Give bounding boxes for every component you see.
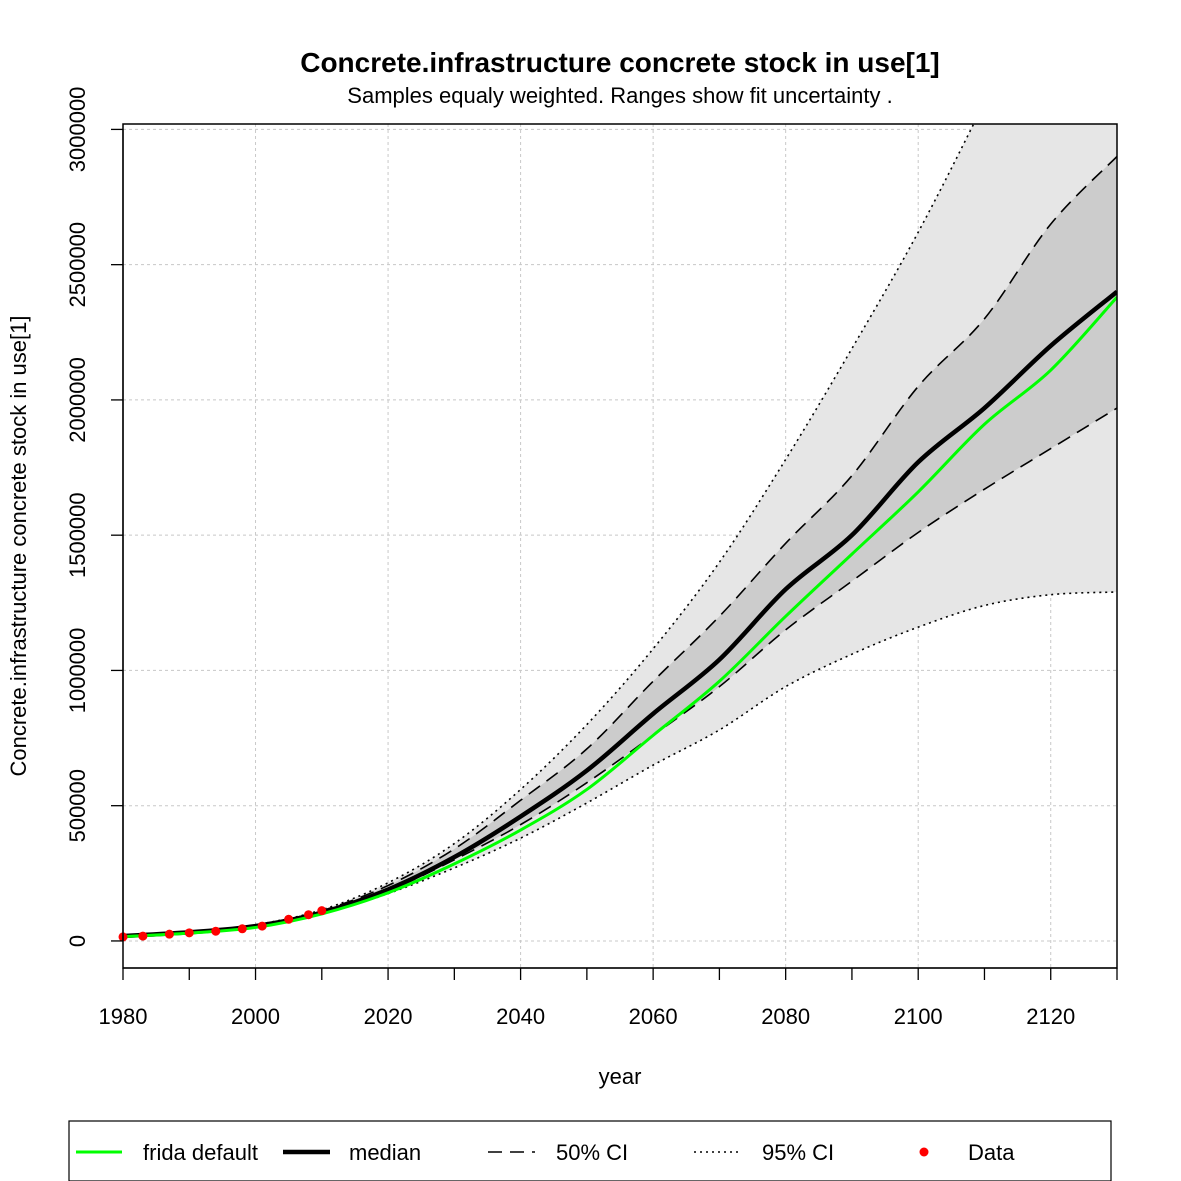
legend-item: Data bbox=[919, 1140, 1015, 1165]
legend-label: frida default bbox=[143, 1140, 258, 1165]
confidence-bands bbox=[123, 124, 1117, 937]
y-tick-label: 1500000 bbox=[65, 492, 90, 578]
data-points bbox=[118, 906, 327, 942]
chart-subtitle: Samples equaly weighted. Ranges show fit… bbox=[347, 83, 892, 108]
legend-swatch bbox=[919, 1147, 929, 1157]
x-tick-label: 1980 bbox=[99, 1004, 148, 1029]
legend-item: median bbox=[283, 1140, 421, 1165]
x-tick-label: 2100 bbox=[894, 1004, 943, 1029]
y-tick-label: 0 bbox=[65, 935, 90, 947]
y-axis: 0 500000 1000000 1500000 2000000 2500000 30000… bbox=[65, 87, 124, 947]
legend-item: frida default bbox=[76, 1140, 258, 1165]
band-95-ci bbox=[123, 124, 1117, 937]
legend-label: median bbox=[349, 1140, 421, 1165]
x-tick-label: 2020 bbox=[364, 1004, 413, 1029]
data-point bbox=[237, 924, 247, 934]
y-tick-label: 500000 bbox=[65, 769, 90, 842]
legend: frida default median 50% CI 95% CI Data bbox=[68, 1120, 1112, 1181]
legend-label: 95% CI bbox=[762, 1140, 834, 1165]
x-tick-label: 2120 bbox=[1026, 1004, 1075, 1029]
y-tick-label: 1000000 bbox=[65, 628, 90, 714]
series-lines bbox=[123, 124, 1117, 939]
x-tick-label: 2040 bbox=[496, 1004, 545, 1029]
data-point bbox=[184, 928, 194, 938]
x-axis-label: year bbox=[599, 1064, 642, 1089]
legend-item: 95% CI bbox=[694, 1140, 834, 1165]
y-tick-label: 2000000 bbox=[65, 357, 90, 443]
data-point bbox=[304, 910, 314, 920]
legend-label: 50% CI bbox=[556, 1140, 628, 1165]
frida-default-line bbox=[123, 296, 1117, 939]
chart-title: Concrete.infrastructure concrete stock i… bbox=[300, 47, 940, 78]
data-point bbox=[257, 921, 267, 931]
data-point bbox=[211, 926, 221, 936]
y-axis-label: Concrete.infrastructure concrete stock i… bbox=[6, 316, 31, 777]
x-axis: 1980 2000 2020 2040 2060 2080 2100 2120 bbox=[99, 967, 1118, 1029]
data-point bbox=[138, 931, 148, 941]
x-tick-label: 2060 bbox=[629, 1004, 678, 1029]
legend-item: 50% CI bbox=[488, 1140, 628, 1165]
data-point bbox=[164, 929, 174, 939]
data-point bbox=[284, 914, 294, 924]
ci50-lower-line bbox=[123, 407, 1117, 938]
legend-box bbox=[68, 1120, 1112, 1181]
y-tick-label: 3000000 bbox=[65, 87, 90, 173]
data-point bbox=[317, 906, 327, 916]
legend-label: Data bbox=[968, 1140, 1015, 1165]
y-tick-label: 2500000 bbox=[65, 222, 90, 308]
x-tick-label: 2000 bbox=[231, 1004, 280, 1029]
x-tick-label: 2080 bbox=[761, 1004, 810, 1029]
